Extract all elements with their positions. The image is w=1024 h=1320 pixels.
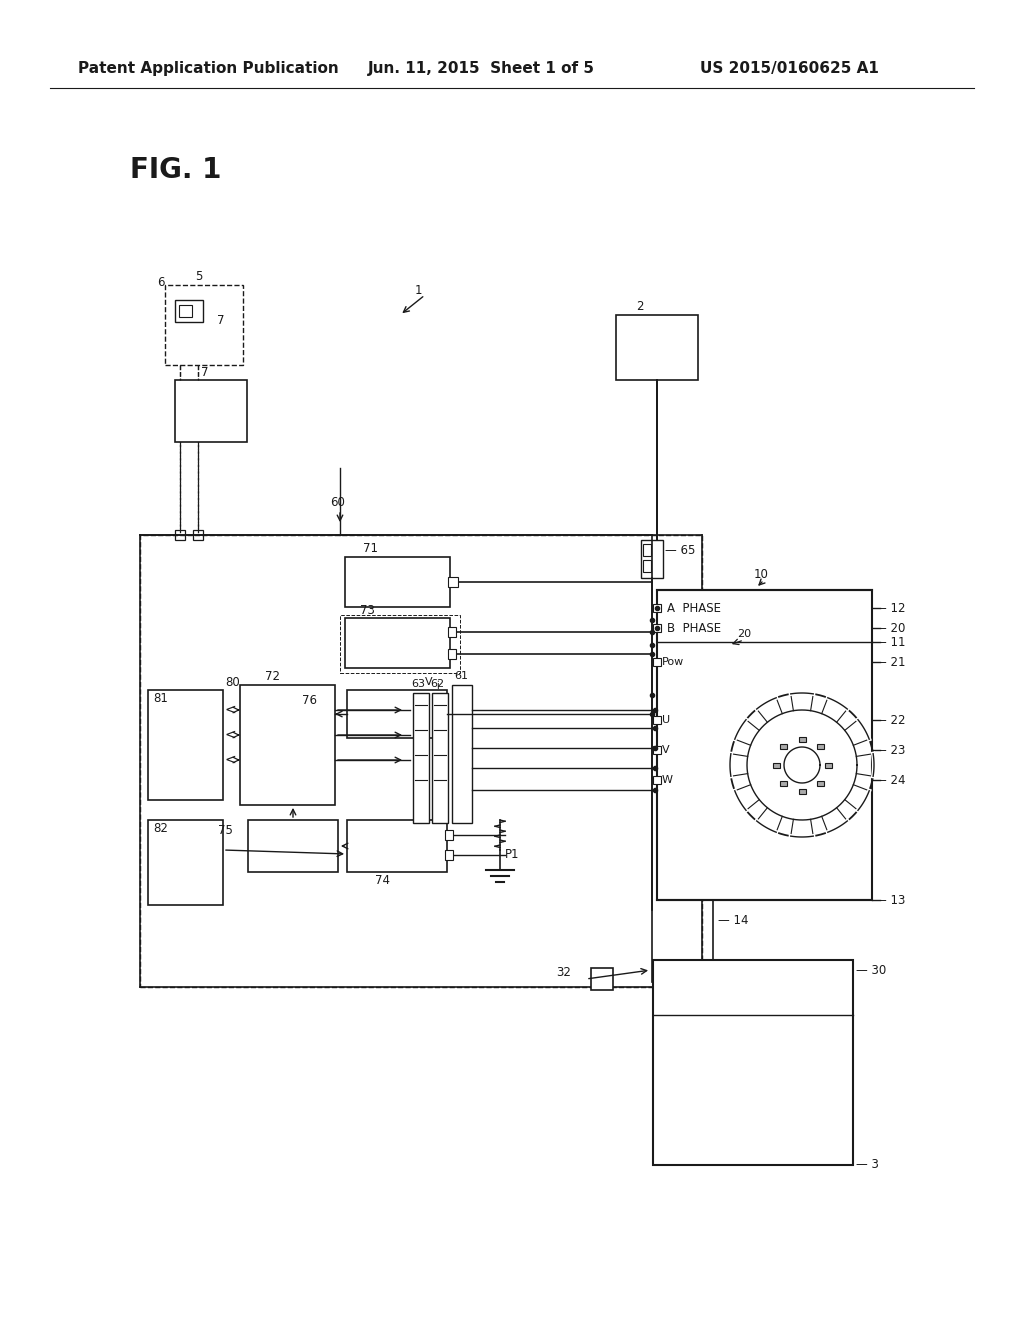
Text: <: < [225,752,237,767]
Text: 5: 5 [195,271,203,284]
Bar [248,820,338,873]
Text: US 2015/0160625 A1: US 2015/0160625 A1 [700,61,879,75]
Bar [179,305,193,317]
Text: V: V [662,744,670,755]
Bar [653,624,662,632]
Bar [175,300,203,322]
Text: U: U [662,715,670,725]
Bar [345,618,450,668]
Bar [641,540,663,578]
Bar [653,605,662,612]
Text: <: < [225,704,237,717]
Bar [165,285,243,366]
Bar [148,690,223,800]
Text: 6: 6 [157,276,165,289]
Bar [449,577,458,587]
Bar [240,685,335,805]
Text: 62: 62 [430,678,444,689]
Text: 75: 75 [218,824,232,837]
Text: 61: 61 [454,671,468,681]
Text: 60: 60 [330,495,345,508]
Text: 82: 82 [153,821,168,834]
Text: i: i [436,681,438,690]
Bar [799,737,806,742]
Text: — 11: — 11 [874,635,905,648]
Text: — 21: — 21 [874,656,905,668]
Bar [175,531,185,540]
Bar [780,781,787,785]
Bar [780,744,787,750]
Bar [824,763,831,767]
Text: FIG. 1: FIG. 1 [130,156,221,183]
Bar [643,560,651,572]
Text: 7: 7 [217,314,224,326]
Bar [140,535,702,987]
Text: A  PHASE: A PHASE [667,602,721,615]
Text: 73: 73 [360,603,375,616]
Bar [449,627,456,638]
Bar [591,968,613,990]
Text: — 14: — 14 [718,913,749,927]
Bar [340,615,460,673]
Text: <: < [225,729,237,742]
Text: Patent Application Publication: Patent Application Publication [78,61,339,75]
Text: P1: P1 [505,849,519,862]
Bar [347,690,447,738]
Text: 72: 72 [265,671,280,684]
Text: — 65: — 65 [665,544,695,557]
Text: 7: 7 [202,366,209,379]
Bar [445,830,453,840]
Bar [445,850,453,861]
Bar [653,657,662,667]
Text: — 23: — 23 [874,743,905,756]
Text: — 12: — 12 [874,602,905,615]
Bar [653,715,662,723]
Text: — 13: — 13 [874,894,905,907]
Bar [817,781,824,785]
Text: — 3: — 3 [856,1159,879,1172]
Bar [193,531,203,540]
Text: — 24: — 24 [874,774,905,787]
Text: 1: 1 [415,284,423,297]
Text: — 20: — 20 [874,622,905,635]
Bar [452,685,472,822]
Text: 32: 32 [556,966,570,979]
Text: 80: 80 [225,676,240,689]
Text: 76: 76 [302,693,317,706]
Text: Jun. 11, 2015  Sheet 1 of 5: Jun. 11, 2015 Sheet 1 of 5 [368,61,595,75]
Bar [653,746,662,754]
Bar [653,960,853,1166]
Text: 20: 20 [737,630,752,639]
Bar [449,649,456,659]
Bar [432,693,449,822]
Bar [653,776,662,784]
Bar [799,788,806,793]
Bar [413,693,429,822]
Text: W: W [662,775,673,785]
Text: — 30: — 30 [856,964,886,977]
Bar [657,590,872,900]
Bar [616,315,698,380]
Text: B  PHASE: B PHASE [667,622,721,635]
Bar [772,763,779,767]
Bar [643,544,651,556]
Text: 2: 2 [636,301,643,314]
Bar [347,820,447,873]
Text: 10: 10 [754,569,769,582]
Text: 74: 74 [375,874,390,887]
Bar [817,744,824,750]
Text: Pow: Pow [662,657,684,667]
Text: 71: 71 [362,543,378,556]
Text: — 22: — 22 [874,714,905,726]
Text: 63: 63 [411,678,425,689]
Text: V: V [425,677,432,686]
Bar [148,820,223,906]
Text: 81: 81 [153,692,168,705]
Bar [175,380,247,442]
Bar [345,557,450,607]
